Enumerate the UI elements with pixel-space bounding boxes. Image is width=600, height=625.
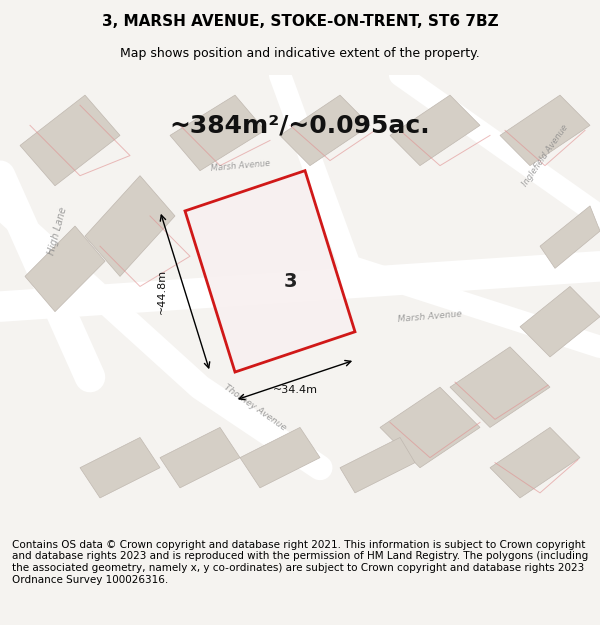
Text: Thorney Avenue: Thorney Avenue xyxy=(222,382,288,432)
Text: 3: 3 xyxy=(283,272,297,291)
Text: 3, MARSH AVENUE, STOKE-ON-TRENT, ST6 7BZ: 3, MARSH AVENUE, STOKE-ON-TRENT, ST6 7BZ xyxy=(101,14,499,29)
Text: Marsh Avenue: Marsh Avenue xyxy=(210,159,270,172)
Polygon shape xyxy=(380,387,480,468)
Text: ~384m²/~0.095ac.: ~384m²/~0.095ac. xyxy=(170,113,430,138)
Polygon shape xyxy=(500,95,590,166)
Polygon shape xyxy=(160,428,240,488)
Polygon shape xyxy=(450,347,550,428)
Polygon shape xyxy=(170,95,265,171)
Polygon shape xyxy=(490,428,580,498)
Polygon shape xyxy=(80,438,160,498)
Text: Map shows position and indicative extent of the property.: Map shows position and indicative extent… xyxy=(120,48,480,61)
Polygon shape xyxy=(520,286,600,357)
Polygon shape xyxy=(240,428,320,488)
Text: Inglefield Avenue: Inglefield Avenue xyxy=(520,123,569,188)
Text: Contains OS data © Crown copyright and database right 2021. This information is : Contains OS data © Crown copyright and d… xyxy=(12,540,588,584)
Polygon shape xyxy=(25,226,105,312)
Text: Marsh Avenue: Marsh Avenue xyxy=(398,309,463,324)
Text: High Lane: High Lane xyxy=(47,206,69,256)
Polygon shape xyxy=(20,95,120,186)
Polygon shape xyxy=(540,206,600,268)
Polygon shape xyxy=(280,95,370,166)
Polygon shape xyxy=(85,176,175,276)
Polygon shape xyxy=(340,438,415,493)
Text: ~34.4m: ~34.4m xyxy=(272,385,317,395)
Polygon shape xyxy=(185,171,355,372)
Text: ~44.8m: ~44.8m xyxy=(157,269,167,314)
Polygon shape xyxy=(390,95,480,166)
